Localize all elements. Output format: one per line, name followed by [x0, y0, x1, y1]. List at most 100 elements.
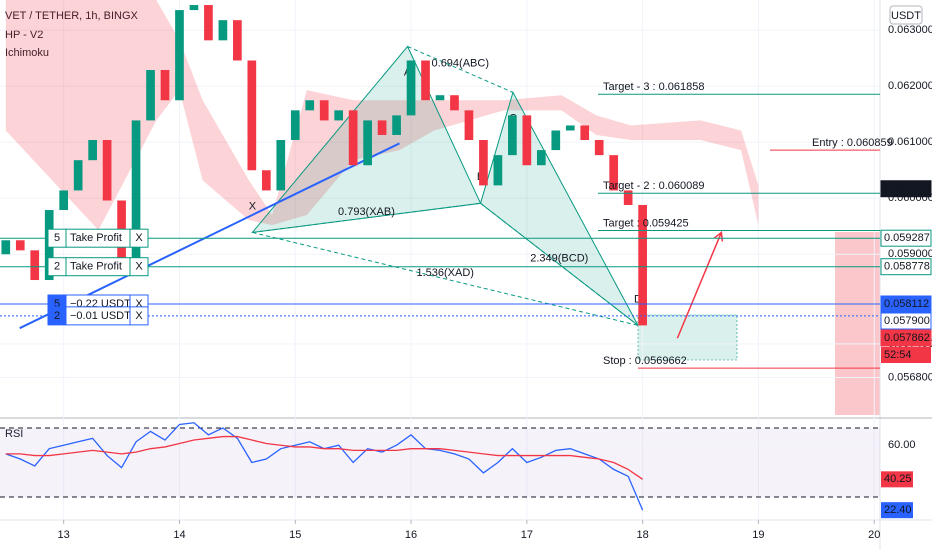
price-label: 0.059287 — [884, 232, 930, 244]
candle — [261, 170, 271, 191]
candle — [493, 155, 503, 186]
candle — [435, 95, 445, 101]
candle — [102, 140, 112, 201]
ratio-line — [480, 202, 639, 326]
entry-zone — [637, 314, 738, 361]
rsi-title: RSI — [5, 428, 23, 440]
order-text: Take Profit — [70, 261, 122, 273]
candle — [406, 60, 416, 116]
order-qty: 5 — [54, 232, 60, 244]
y-tick-label: 0.063000 — [888, 24, 932, 36]
candle — [233, 20, 242, 61]
candle — [305, 100, 315, 111]
target-label: Stop : 0.0569662 — [603, 355, 687, 367]
rsi-value-box — [881, 502, 913, 519]
candle — [146, 70, 155, 121]
candle — [131, 120, 141, 266]
candle — [189, 5, 199, 11]
candle — [88, 140, 97, 161]
rsi-line — [5, 435, 643, 480]
candle — [319, 100, 329, 121]
order-qty: 2 — [54, 261, 60, 273]
candle — [348, 110, 358, 166]
order-close-box[interactable] — [129, 306, 149, 326]
y-tick-label: 0.056800 — [888, 371, 932, 383]
projection-arrow — [676, 232, 723, 339]
candle — [363, 120, 372, 166]
rsi-band — [0, 427, 880, 498]
candle — [623, 190, 633, 205]
order-close[interactable]: X — [135, 310, 143, 322]
ratio-label: 0.694(ABC) — [432, 57, 489, 69]
x-tick-label: 19 — [752, 529, 764, 541]
order-close[interactable]: X — [135, 261, 143, 273]
candle — [175, 10, 184, 101]
price-label: 0.058112 — [884, 298, 929, 310]
ratio-label: 1.536(XAD) — [416, 267, 473, 279]
candle — [290, 110, 300, 141]
candle — [536, 150, 546, 166]
candle — [15, 240, 25, 251]
ichimoku-cloud — [5, 0, 759, 231]
candle — [59, 190, 69, 211]
order-close[interactable]: X — [135, 232, 143, 244]
candle — [160, 70, 170, 101]
order-qty: 2 — [54, 310, 60, 322]
candle — [247, 60, 257, 171]
x-tick-label: 14 — [173, 529, 185, 541]
y-tick-label: 0.061000 — [888, 136, 932, 148]
price-label: 0.057900 — [884, 315, 930, 327]
ratio-label: 0.793(XAB) — [338, 206, 395, 218]
candle — [421, 60, 430, 101]
y-tick-label: 0.062000 — [888, 80, 932, 92]
candle — [638, 204, 647, 326]
indicator-label: Ichimoku — [5, 47, 49, 59]
target-label: Entry : 0.060859 — [812, 137, 893, 149]
currency-label[interactable]: USDT — [891, 10, 921, 22]
price-label: 0.058778 — [884, 261, 930, 273]
candle — [565, 125, 575, 131]
pattern-point-label: D — [634, 293, 642, 305]
order-close-box[interactable] — [129, 228, 149, 248]
price-label: 0.060170 — [884, 183, 930, 195]
candle — [30, 250, 40, 281]
x-tick-label: 18 — [637, 529, 649, 541]
pattern-point-label: X — [249, 200, 257, 212]
ratio-label: 2.349(BCD) — [530, 252, 588, 264]
order-qty: 5 — [54, 298, 60, 310]
order-close[interactable]: X — [135, 298, 143, 310]
target-label: Target - 3 : 0.061858 — [603, 81, 705, 93]
y-tick-label: 60.00 — [888, 439, 916, 451]
candle — [609, 155, 619, 191]
target-label: Target : 0.059425 — [603, 217, 689, 229]
candle — [464, 110, 474, 141]
price-label-box — [880, 258, 932, 276]
order-text: Take Profit — [70, 232, 122, 244]
currency-button[interactable] — [889, 5, 923, 25]
ratio-line — [407, 46, 514, 93]
order-close-box[interactable] — [129, 257, 149, 277]
candle — [580, 125, 590, 141]
risk-zone — [835, 232, 880, 415]
price-label: 0.057862 — [884, 332, 930, 344]
candle — [479, 140, 488, 186]
candle — [594, 140, 604, 156]
price-label-box — [880, 295, 932, 313]
price-label-box — [880, 312, 932, 330]
ratio-line — [252, 231, 639, 326]
price-label-box — [880, 180, 932, 198]
countdown-box — [881, 346, 931, 363]
x-tick-label: 13 — [58, 529, 70, 541]
candle — [450, 95, 459, 111]
symbol-title: VET / TETHER, 1h, BINGX — [5, 10, 139, 22]
x-tick-label: 20 — [868, 529, 880, 541]
order-text: −0.01 USDT — [70, 310, 131, 322]
candle — [551, 130, 561, 151]
indicator-label: HP - V2 — [5, 29, 43, 41]
rsi-value-label: 22.40 — [884, 504, 912, 516]
candle — [218, 20, 228, 41]
candle — [377, 120, 387, 135]
target-label: Target - 2 : 0.060089 — [603, 180, 705, 192]
candle — [334, 110, 344, 121]
